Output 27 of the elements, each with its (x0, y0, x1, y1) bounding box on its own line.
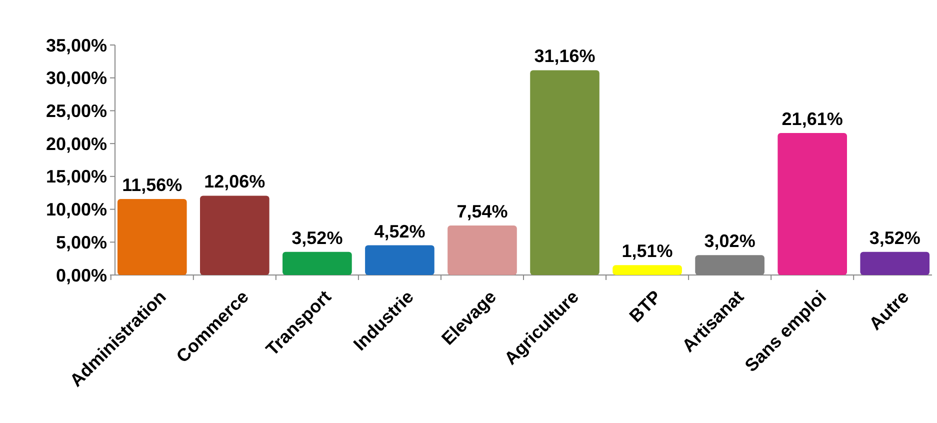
bar (860, 252, 930, 275)
data-label: 3,02% (704, 231, 756, 252)
y-tick-label: 5,00% (56, 232, 107, 252)
data-label: 3,52% (869, 228, 920, 248)
bar (778, 132, 847, 275)
bar (448, 225, 517, 275)
data-label: 3,52% (292, 228, 343, 248)
data-label: 31,16% (534, 46, 596, 66)
y-tick-label: 35,00% (46, 35, 107, 56)
data-label: 4,52% (374, 221, 426, 242)
bar (530, 70, 600, 275)
data-label: 12,06% (204, 172, 266, 192)
data-label: 11,56% (122, 175, 182, 196)
bar (117, 199, 187, 275)
data-label: 7,54% (456, 201, 508, 222)
y-tick-label: 15,00% (46, 166, 107, 187)
data-label: 1,51% (622, 241, 673, 262)
bar (200, 196, 270, 275)
bar (365, 245, 434, 275)
y-tick-label: 25,00% (46, 101, 107, 122)
bar (612, 265, 682, 275)
y-tick-label: 20,00% (46, 134, 107, 154)
bar (282, 252, 352, 275)
y-tick-label: 0,00% (56, 265, 107, 286)
y-tick-label: 10,00% (46, 200, 107, 220)
data-label: 21,61% (782, 108, 843, 129)
y-tick-label: 30,00% (46, 68, 107, 88)
